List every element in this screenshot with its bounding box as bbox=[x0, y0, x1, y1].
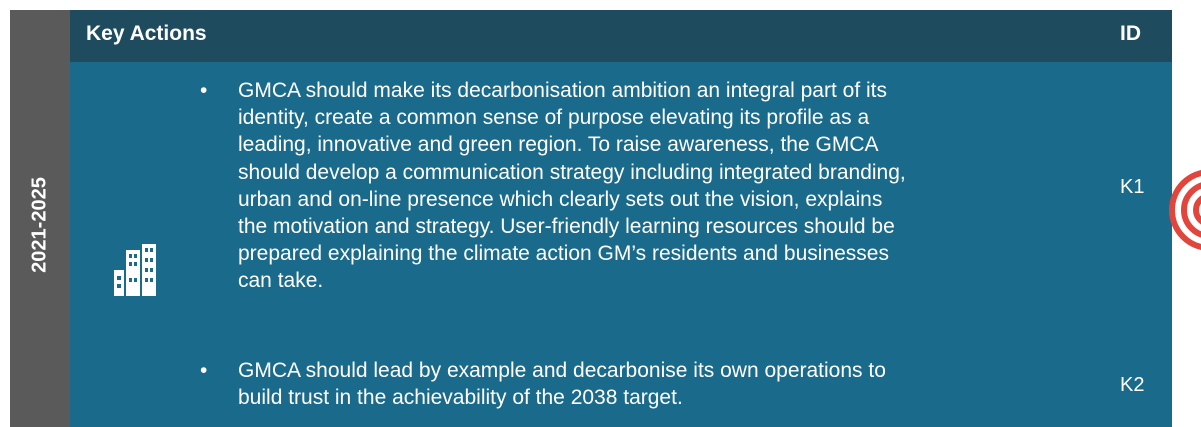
target-icon bbox=[1169, 170, 1201, 250]
action-text: urban and on-line presence which clearly… bbox=[238, 187, 883, 211]
header-id: ID bbox=[1120, 22, 1141, 45]
action-text: identity, create a common sense of purpo… bbox=[238, 106, 870, 130]
action-id: K1 bbox=[1120, 175, 1145, 198]
action-text: prepared explaining the climate action G… bbox=[238, 242, 889, 266]
bullet: • bbox=[200, 79, 208, 102]
action-id: K2 bbox=[1120, 374, 1145, 397]
action-text: the motivation and strategy. User-friend… bbox=[238, 215, 895, 238]
header-bar bbox=[70, 10, 1172, 62]
action-text: build trust in the achievability of the … bbox=[238, 386, 683, 410]
bullet: • bbox=[200, 359, 208, 382]
content-area bbox=[70, 62, 1172, 427]
header-title: Key Actions bbox=[86, 22, 207, 45]
action-text: GMCA should make its decarbonisation amb… bbox=[238, 79, 888, 102]
period-column bbox=[10, 10, 70, 427]
action-text: leading, innovative and green region. To… bbox=[238, 133, 879, 157]
building-icon bbox=[114, 244, 156, 296]
action-text: should develop a communication strategy … bbox=[238, 160, 906, 184]
action-text: GMCA should lead by example and decarbon… bbox=[238, 359, 886, 382]
period-label: 2021-2025 bbox=[28, 177, 51, 273]
action-text: can take. bbox=[238, 269, 324, 293]
